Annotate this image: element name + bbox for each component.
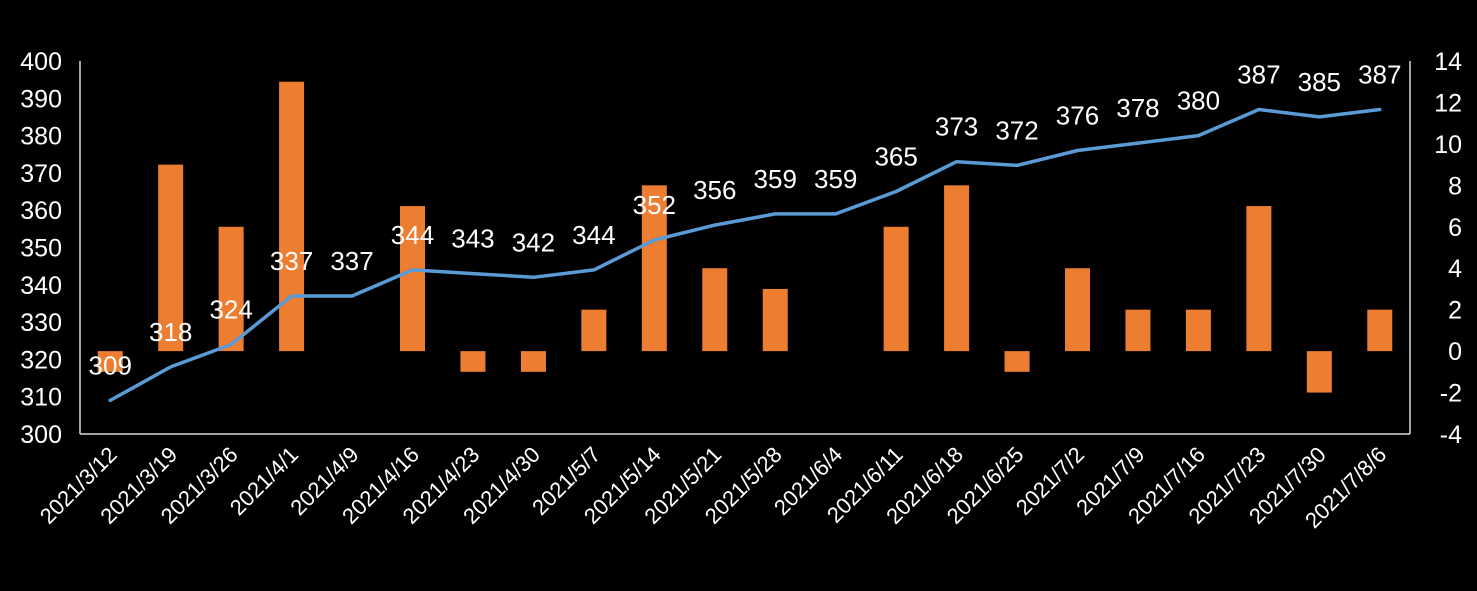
right-y-tick-label: -4: [1440, 421, 1462, 449]
line-point: [531, 275, 535, 279]
line-point: [169, 365, 173, 369]
line-point: [350, 294, 354, 298]
data-label: 356: [693, 175, 736, 205]
right-y-tick-label: 0: [1448, 338, 1462, 366]
bar: [1065, 268, 1090, 352]
line-point: [955, 160, 959, 164]
data-label: 337: [270, 246, 313, 276]
bar: [762, 288, 788, 352]
bar: [581, 309, 607, 352]
left-y-tick-label: 350: [20, 235, 62, 263]
line-point: [773, 212, 777, 216]
bar-series: [97, 81, 1393, 393]
bar: [1246, 206, 1272, 352]
line-series: [108, 107, 1382, 403]
right-y-tick-label: 12: [1434, 89, 1462, 117]
bar: [158, 164, 184, 352]
bar: [702, 268, 728, 352]
line-point: [713, 223, 717, 227]
data-label: 318: [149, 317, 192, 347]
right-y-tick-label: 8: [1448, 172, 1462, 200]
data-label: 337: [330, 246, 373, 276]
line-point: [1015, 163, 1019, 167]
data-label: 378: [1116, 93, 1159, 123]
data-label: 342: [512, 227, 555, 257]
left-y-tick-label: 320: [20, 346, 62, 374]
line-point: [411, 268, 414, 272]
line-point: [290, 294, 294, 298]
bar: [460, 351, 486, 372]
bar: [279, 81, 305, 352]
bar: [944, 185, 970, 352]
bar: [1306, 351, 1332, 393]
left-y-tick-label: 370: [20, 160, 62, 188]
line-point: [1136, 141, 1140, 145]
line-point: [1076, 149, 1079, 153]
line-point: [229, 342, 233, 346]
data-label: 372: [995, 115, 1038, 145]
bar: [1185, 309, 1211, 352]
data-label: 359: [754, 164, 797, 194]
bar: [641, 185, 667, 352]
data-label: 380: [1177, 86, 1220, 116]
line-point: [108, 398, 112, 402]
data-label: 365: [874, 142, 917, 172]
bar: [520, 351, 546, 372]
line-point: [471, 272, 475, 276]
right-y-tick-label: 14: [1434, 48, 1462, 76]
bar: [883, 226, 909, 352]
line-data-labels: 309 318 324 337 337 344 343 342 344 352 356 359 359 3…: [89, 59, 1402, 380]
data-label: 309: [89, 350, 132, 380]
right-y-tick-label: 6: [1448, 214, 1462, 242]
line-point: [1378, 107, 1382, 111]
left-y-tick-label: 390: [20, 85, 62, 113]
line-point: [592, 268, 596, 272]
x-tick-labels: 2021/3/122021/3/192021/3/262021/4/12021/…: [35, 442, 1391, 533]
bar: [218, 226, 244, 352]
data-label: 385: [1298, 67, 1341, 97]
bar: [1004, 351, 1030, 372]
data-label: 373: [935, 112, 978, 142]
data-label: 387: [1237, 59, 1280, 89]
bar: [1125, 309, 1151, 352]
data-label: 344: [572, 220, 615, 250]
data-label: 376: [1056, 101, 1099, 131]
bar: [97, 351, 123, 372]
left-y-tick-labels: 300 310 320 330 340 350 360 370 380 390 400: [20, 48, 62, 449]
right-y-tick-label: -2: [1440, 380, 1462, 408]
left-y-tick-label: 340: [20, 272, 62, 300]
line-point: [1196, 134, 1200, 138]
left-y-tick-label: 310: [20, 384, 62, 412]
data-label: 352: [633, 190, 676, 220]
right-y-tick-label: 4: [1448, 255, 1462, 283]
series-line: [108, 107, 1382, 403]
line-point: [834, 212, 838, 216]
left-y-tick-label: 300: [20, 421, 62, 449]
bar: [400, 206, 425, 352]
bar: [1367, 309, 1393, 352]
left-y-tick-label: 400: [20, 48, 62, 76]
data-label: 343: [451, 224, 494, 254]
data-label: 344: [391, 220, 434, 250]
left-y-tick-label: 360: [20, 197, 62, 225]
right-y-tick-label: 10: [1434, 131, 1462, 159]
line-point: [1317, 115, 1321, 119]
data-label: 359: [814, 164, 857, 194]
left-y-tick-label: 380: [20, 123, 62, 151]
right-y-tick-labels: -4 -2 0 2 4 6 8 10 12 14: [1434, 48, 1462, 449]
data-label: 387: [1358, 59, 1401, 89]
line-point: [652, 238, 656, 242]
left-y-tick-label: 330: [20, 309, 62, 337]
right-y-tick-label: 2: [1448, 297, 1462, 325]
line-point: [894, 190, 898, 194]
line-point: [1257, 107, 1261, 111]
data-label: 324: [209, 294, 252, 324]
